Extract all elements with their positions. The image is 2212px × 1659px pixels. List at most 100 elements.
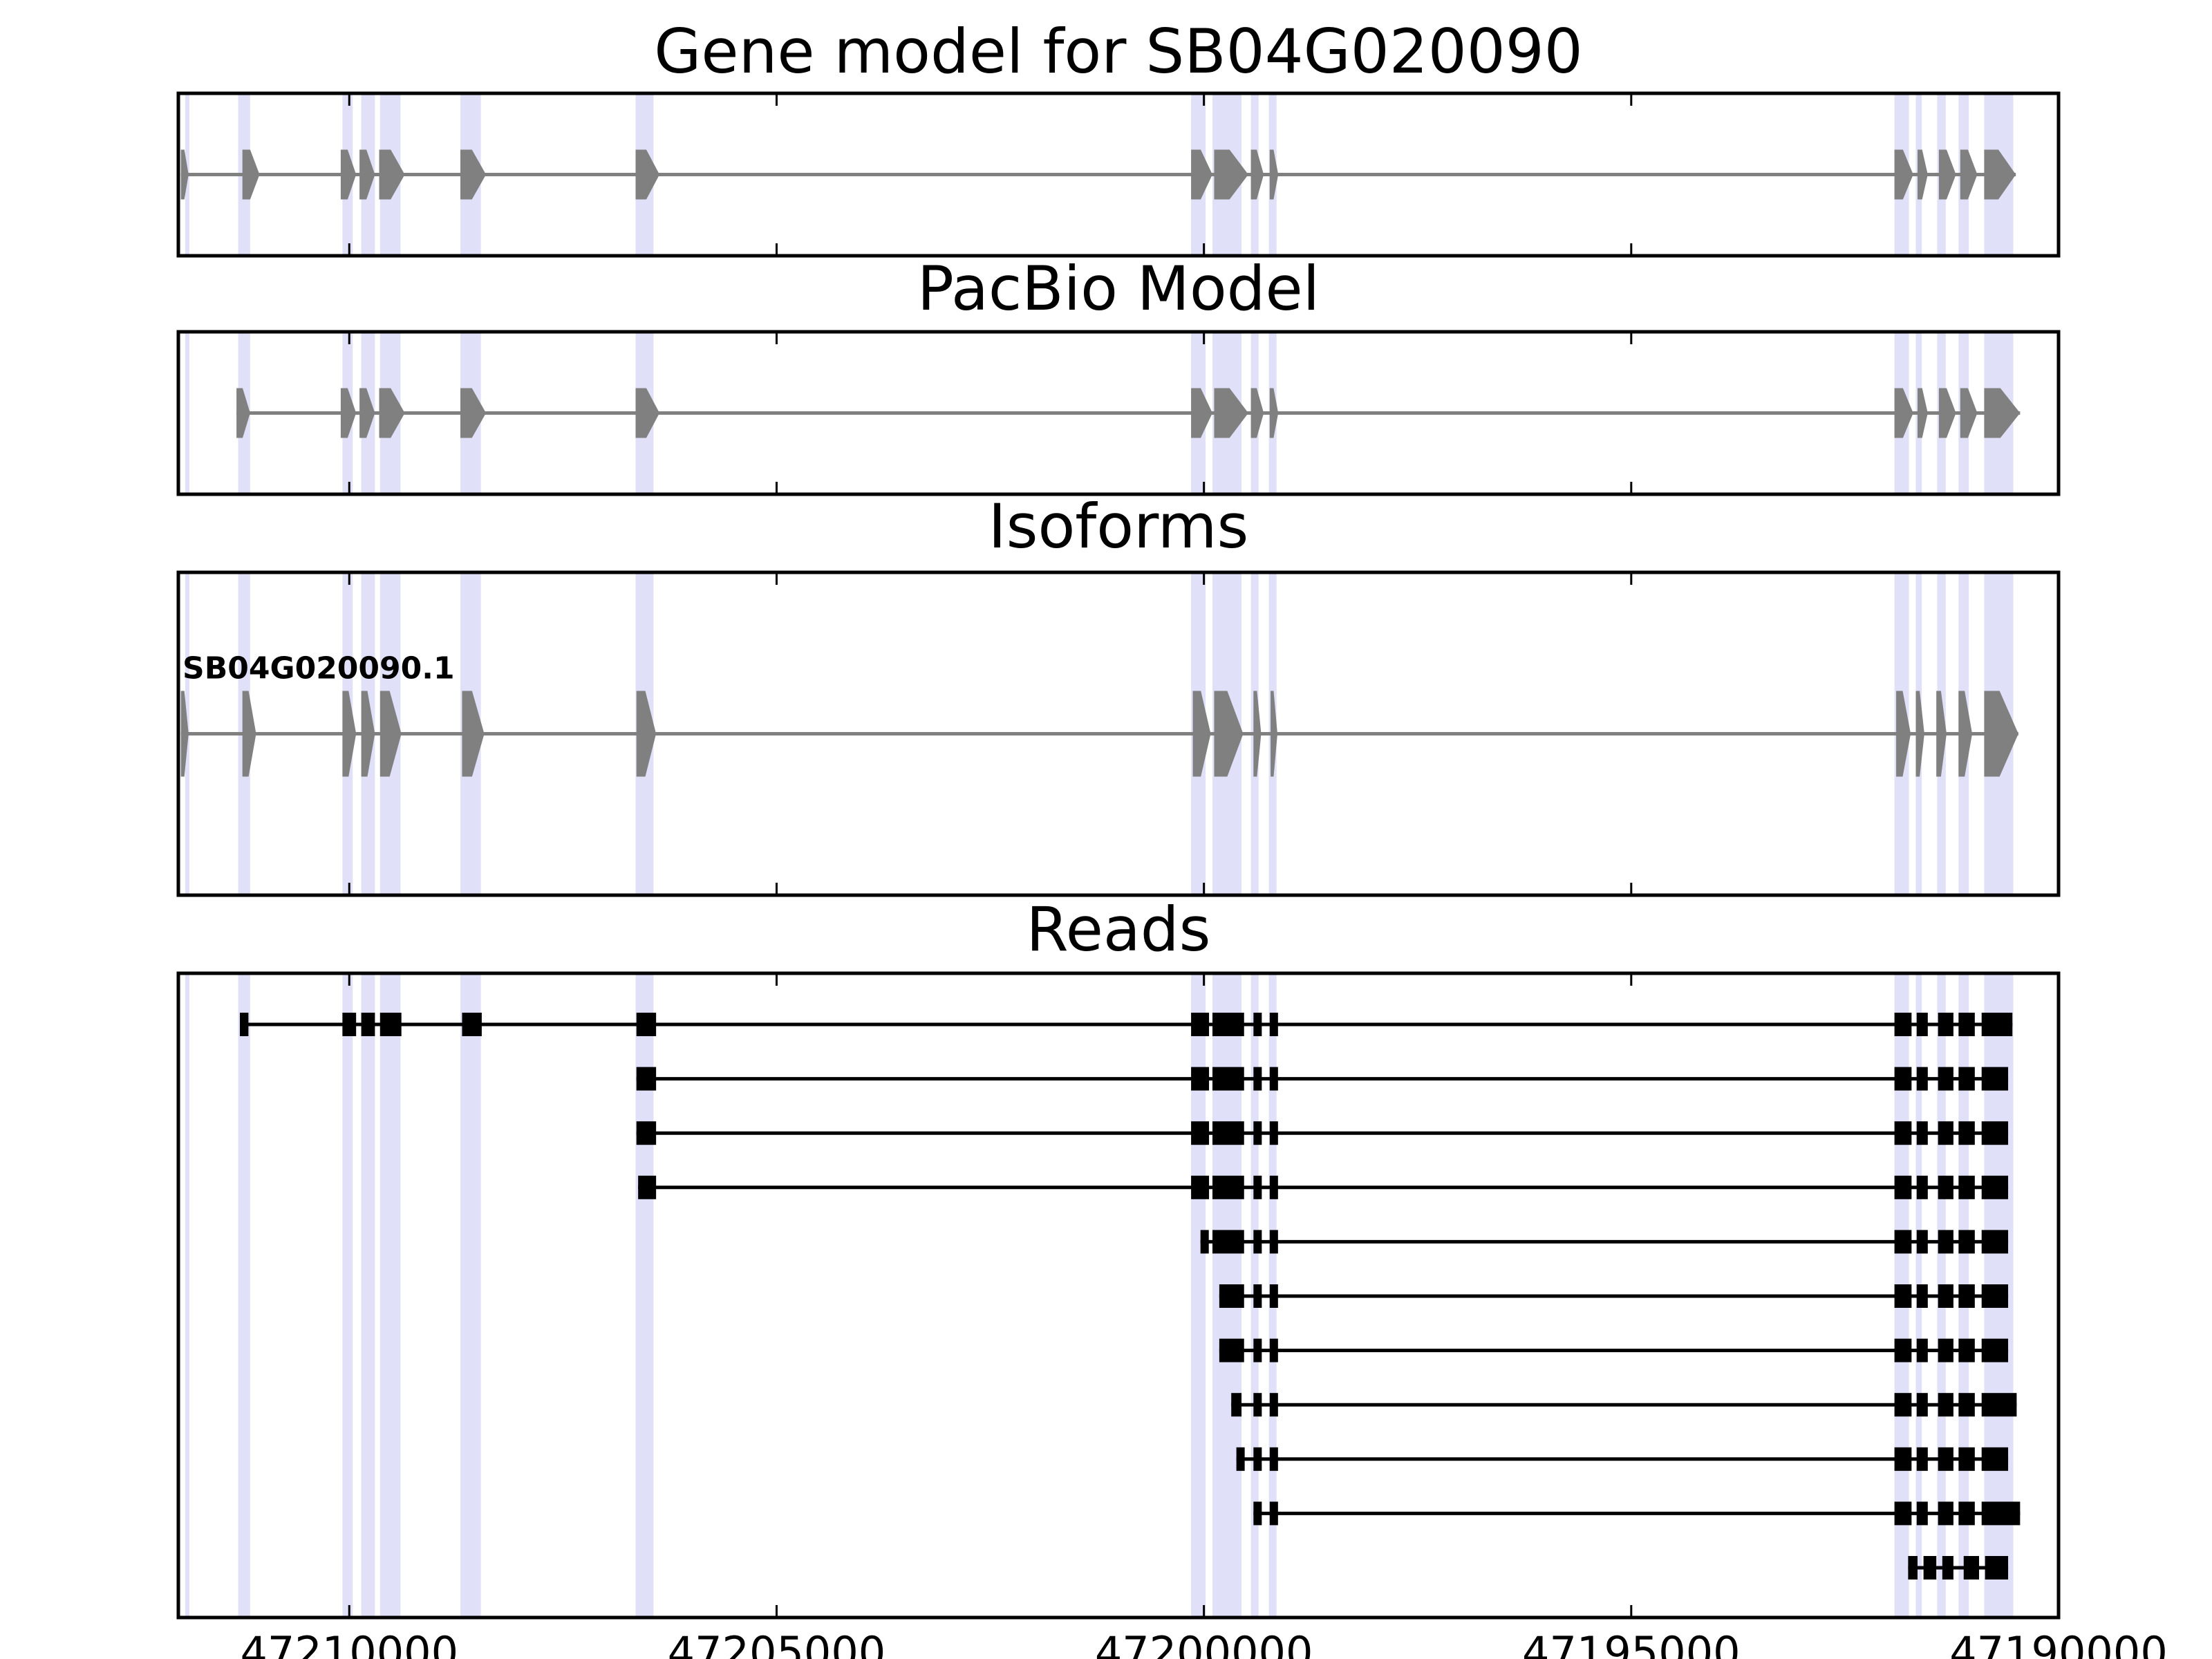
- exon-highlight-band: [379, 973, 401, 1618]
- read-block: [1894, 1013, 1912, 1036]
- read-block: [1253, 1501, 1262, 1526]
- read-block: [1894, 1175, 1912, 1199]
- read-block: [1981, 1284, 2009, 1308]
- read-block: [1916, 1284, 1928, 1308]
- exon-arrow: [1214, 388, 1248, 438]
- read-block: [1981, 1121, 2009, 1145]
- panel-3: Isoforms SB04G020090.1: [176, 491, 2061, 897]
- read-block: [1253, 1067, 1262, 1091]
- exon-arrow: [361, 691, 375, 777]
- read-block: [1938, 1338, 1953, 1362]
- read-block: [1981, 1175, 2009, 1199]
- exon-arrow: [1915, 691, 1924, 777]
- exon-arrow: [1214, 149, 1248, 200]
- isoform-label: SB04G020090.1: [182, 651, 455, 686]
- read-block: [1253, 1447, 1262, 1471]
- read-block: [1191, 1121, 1210, 1145]
- exon-arrow: [359, 149, 375, 200]
- exon-highlight-band: [460, 973, 481, 1618]
- read-block: [1938, 1284, 1953, 1308]
- read-block: [636, 1121, 657, 1145]
- exon-highlight-band: [238, 973, 250, 1618]
- read-block: [636, 1067, 657, 1091]
- exon-highlight-band: [361, 973, 375, 1618]
- exon-arrow: [1984, 149, 2016, 200]
- read-block: [1253, 1393, 1262, 1417]
- exon-arrow: [636, 691, 657, 777]
- read-block: [1894, 1284, 1912, 1308]
- exon-arrow: [460, 388, 487, 438]
- read-block: [1958, 1284, 1975, 1308]
- x-tick-label: 47195000: [1522, 1627, 1741, 1659]
- exon-arrow: [1984, 691, 2018, 777]
- read-block: [1191, 1013, 1210, 1036]
- read-block: [1894, 1230, 1912, 1254]
- read-block: [1981, 1393, 2017, 1417]
- read-block: [1916, 1013, 1928, 1036]
- read-block: [1916, 1067, 1928, 1091]
- read-block: [379, 1013, 402, 1036]
- exon-arrow: [1191, 149, 1212, 200]
- x-tick-label: 47200000: [1095, 1627, 1313, 1659]
- read-block: [1981, 1338, 2009, 1362]
- read-block: [1894, 1501, 1912, 1526]
- read-block: [1212, 1175, 1244, 1199]
- panel-frame: [176, 330, 2061, 496]
- read-block: [636, 1013, 657, 1036]
- read-block: [1938, 1501, 1953, 1526]
- read-block: [1236, 1447, 1245, 1471]
- read-block: [1916, 1447, 1928, 1471]
- read-block: [1269, 1501, 1278, 1526]
- read-block: [1938, 1175, 1953, 1199]
- read-block: [638, 1175, 657, 1199]
- read-block: [1253, 1230, 1262, 1254]
- read-block: [1269, 1175, 1278, 1199]
- read-block: [1269, 1013, 1278, 1036]
- exon-arrow: [180, 149, 189, 200]
- read-block: [240, 1013, 249, 1036]
- exon-arrow: [342, 691, 357, 777]
- read-block: [342, 1013, 357, 1036]
- read-block: [462, 1013, 482, 1036]
- read-block: [1212, 1121, 1244, 1145]
- read-block: [1269, 1447, 1278, 1471]
- exon-arrow: [1958, 691, 1973, 777]
- exon-highlight-band: [185, 332, 189, 494]
- panel-title: Isoforms: [988, 491, 1249, 562]
- exon-arrow: [1984, 388, 2021, 438]
- read-block: [1958, 1230, 1975, 1254]
- read-block: [1981, 1501, 2021, 1526]
- read-block: [1958, 1447, 1975, 1471]
- exon-arrow: [635, 149, 660, 200]
- exon-arrow: [1271, 691, 1277, 777]
- exon-arrow: [1250, 388, 1264, 438]
- read-block: [1191, 1067, 1210, 1091]
- read-block: [1253, 1121, 1262, 1145]
- exon-highlight-band: [342, 973, 353, 1618]
- panel-title: Reads: [1027, 894, 1211, 965]
- read-block: [1219, 1338, 1244, 1362]
- read-block: [1981, 1067, 2009, 1091]
- exon-arrow: [1938, 149, 1956, 200]
- read-block: [1212, 1013, 1244, 1036]
- read-block: [1916, 1121, 1928, 1145]
- exon-arrow: [242, 691, 256, 777]
- exon-arrow: [359, 388, 375, 438]
- exon-arrow: [236, 388, 250, 438]
- read-block: [1958, 1013, 1975, 1036]
- panel-1: Gene model for SB04G020090: [176, 16, 2061, 258]
- exon-arrow: [1253, 691, 1262, 777]
- read-block: [1938, 1393, 1953, 1417]
- exon-arrow: [379, 388, 405, 438]
- exon-arrow: [462, 691, 485, 777]
- read-block: [1200, 1230, 1209, 1254]
- read-block: [1212, 1230, 1244, 1254]
- exon-highlight-band: [185, 973, 189, 1618]
- read-block: [1231, 1393, 1242, 1417]
- exon-arrow: [1918, 388, 1928, 438]
- read-block: [1958, 1338, 1975, 1362]
- exon-arrow: [1894, 388, 1913, 438]
- exon-arrow: [1894, 149, 1913, 200]
- exon-arrow: [180, 691, 189, 777]
